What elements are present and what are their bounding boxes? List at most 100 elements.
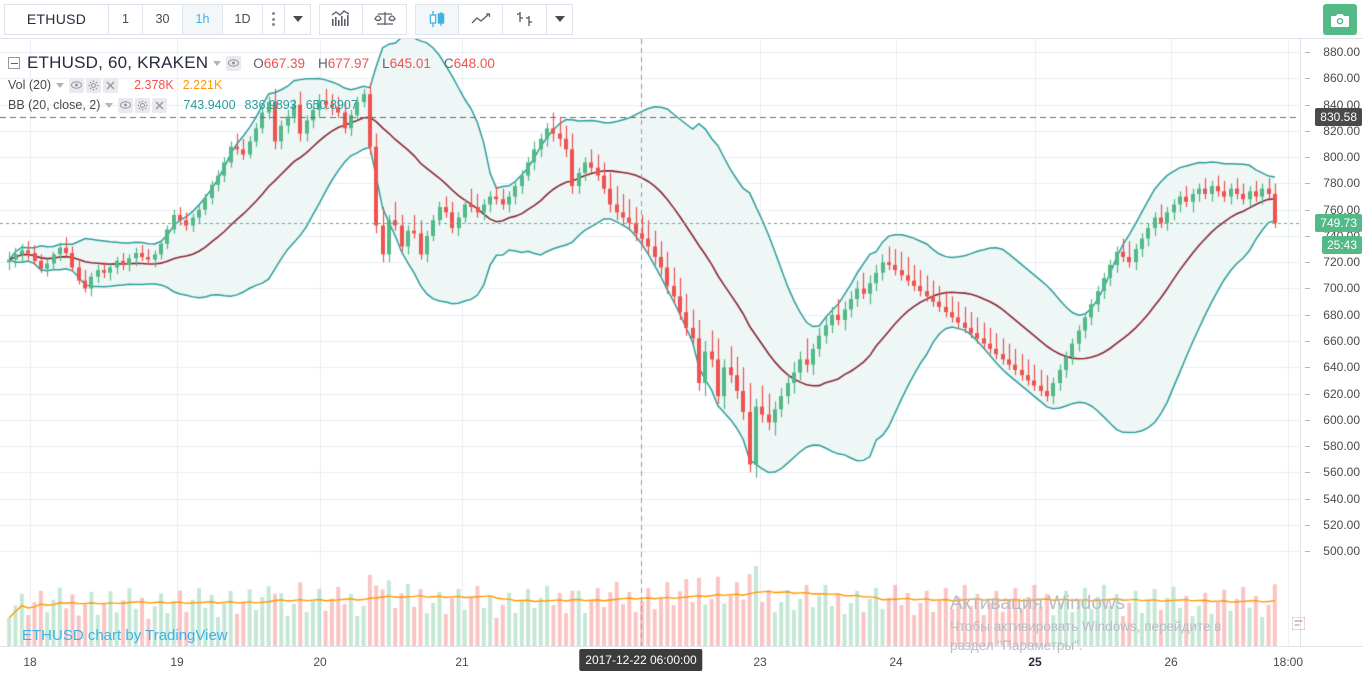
price-label: 540.00 [1323, 491, 1360, 506]
eye-icon[interactable] [226, 55, 242, 71]
bar-chart-button[interactable] [503, 3, 547, 35]
legend-ohlc: O667.39 H677.97 L645.01 C648.00 [253, 56, 508, 71]
price-label: 520.00 [1323, 517, 1360, 532]
study-name-bb[interactable]: BB (20, close, 2) [8, 98, 101, 112]
study-name-vol[interactable]: Vol (20) [8, 78, 52, 92]
time-label: 26 [1164, 655, 1178, 669]
indicators-icon [331, 10, 350, 26]
study-value-vol-ma: 2.221K [182, 78, 223, 92]
candlestick-chart-button[interactable] [415, 3, 459, 35]
kebab-menu-icon [272, 12, 275, 26]
time-label: 18:00 [1272, 655, 1304, 669]
chevron-down-icon [292, 16, 303, 22]
interval-dropdown-button[interactable] [285, 3, 311, 35]
top-toolbar: ETHUSD 1 30 1h 1D [0, 0, 1363, 39]
gear-icon[interactable] [135, 97, 151, 113]
eye-icon[interactable] [118, 97, 134, 113]
tradingview-watermark: ETHUSD chart by TradingView [22, 627, 228, 644]
price-tick [1305, 236, 1310, 237]
chart-canvas[interactable] [0, 39, 1300, 646]
ohlc-key-L: L [382, 55, 390, 71]
ohlc-value-C: 648.00 [453, 55, 495, 71]
price-label: 820.00 [1323, 123, 1360, 138]
ohlc-value-H: 677.97 [327, 55, 370, 71]
price-tick [1305, 499, 1310, 500]
price-pane[interactable] [0, 39, 1300, 646]
price-label: 640.00 [1323, 360, 1360, 375]
windows-activation-line2: раздел "Параметры". [950, 638, 1083, 653]
candlestick-chart-icon [429, 11, 445, 27]
collapse-legend-icon[interactable] [8, 57, 20, 69]
close-icon[interactable] [103, 77, 119, 93]
chevron-down-icon[interactable] [56, 82, 65, 88]
study-value-bb-upper: 836.9893 [244, 98, 297, 112]
ohlc-value-L: 645.01 [389, 55, 431, 71]
time-label: 18 [23, 655, 37, 669]
price-tick [1305, 105, 1310, 106]
price-badge-last: 749.73 [1315, 214, 1362, 233]
legend-title: ETHUSD, 60, KRAKEN [27, 53, 209, 72]
price-tick [1305, 394, 1310, 395]
price-tick [1305, 446, 1310, 447]
price-tick [1305, 52, 1310, 53]
chart-area: ETHUSD, 60, KRAKEN O667.39 H677.97 L645.01… [0, 39, 1363, 677]
line-chart-icon [471, 13, 490, 24]
chart-legend: ETHUSD, 60, KRAKEN O667.39 H677.97 L645.01… [8, 51, 508, 115]
indicators-button[interactable] [319, 3, 363, 35]
chevron-down-icon [554, 16, 565, 22]
price-tick [1305, 341, 1310, 342]
compare-button[interactable] [363, 3, 407, 35]
time-label: 20 [313, 655, 327, 669]
price-label: 660.00 [1323, 334, 1360, 349]
ohlc-key-C: C [443, 55, 454, 71]
price-label: 880.00 [1323, 45, 1360, 60]
price-tick [1305, 472, 1310, 473]
price-label: 600.00 [1323, 412, 1360, 427]
gear-icon[interactable] [86, 77, 102, 93]
time-label: 25 [1028, 655, 1042, 669]
chevron-down-icon[interactable] [213, 60, 222, 66]
time-scale[interactable]: 18 19 20 21 23 24 25 26 18:00 2017-12-22 06:00:00 [0, 646, 1363, 677]
close-icon[interactable] [152, 97, 168, 113]
legend-study-row-vol: Vol (20) 2.378K 2.221K [8, 75, 508, 95]
interval-button-1[interactable]: 1 [109, 3, 143, 35]
interval-button-1h[interactable]: 1h [183, 3, 223, 35]
windows-activation-line1: Чтобы активировать Windows, перейдите в [950, 619, 1222, 634]
price-badge-high: 830.58 [1315, 108, 1362, 127]
windows-activation-watermark: Активация Windows Чтобы активировать Win… [950, 591, 1221, 655]
price-label: 680.00 [1323, 307, 1360, 322]
price-scale[interactable]: 880.00 860.00 840.00 820.00 800.00 780.00 760.… [1300, 39, 1363, 646]
time-label: 24 [889, 655, 903, 669]
price-label: 780.00 [1323, 176, 1360, 191]
ohlc-value-O: 667.39 [263, 55, 306, 71]
price-tick [1305, 157, 1310, 158]
symbol-input[interactable]: ETHUSD [4, 3, 109, 35]
line-chart-button[interactable] [459, 3, 503, 35]
ohlc-key-O: O [253, 55, 264, 71]
interval-more-button[interactable] [263, 3, 285, 35]
windows-activation-title: Активация Windows [950, 593, 1126, 614]
chevron-down-icon[interactable] [105, 102, 114, 108]
time-label: 19 [170, 655, 184, 669]
ohlc-key-H: H [318, 55, 328, 71]
price-label: 760.00 [1323, 202, 1360, 217]
chart-type-dropdown-button[interactable] [547, 3, 573, 35]
countdown-badge: 25:43 [1321, 236, 1362, 255]
bar-chart-icon [516, 12, 532, 26]
eye-icon[interactable] [69, 77, 85, 93]
price-label: 620.00 [1323, 386, 1360, 401]
price-tick [1305, 551, 1310, 552]
interval-button-30[interactable]: 30 [143, 3, 183, 35]
price-label: 720.00 [1323, 255, 1360, 270]
price-label: 560.00 [1323, 465, 1360, 480]
price-label: 860.00 [1323, 71, 1360, 86]
price-label: 800.00 [1323, 150, 1360, 165]
price-tick [1305, 315, 1310, 316]
interval-button-1D[interactable]: 1D [223, 3, 263, 35]
price-tick [1305, 131, 1310, 132]
snapshot-button[interactable] [1323, 4, 1357, 35]
price-label: 500.00 [1323, 544, 1360, 559]
price-tick [1305, 262, 1310, 263]
price-label: 700.00 [1323, 281, 1360, 296]
